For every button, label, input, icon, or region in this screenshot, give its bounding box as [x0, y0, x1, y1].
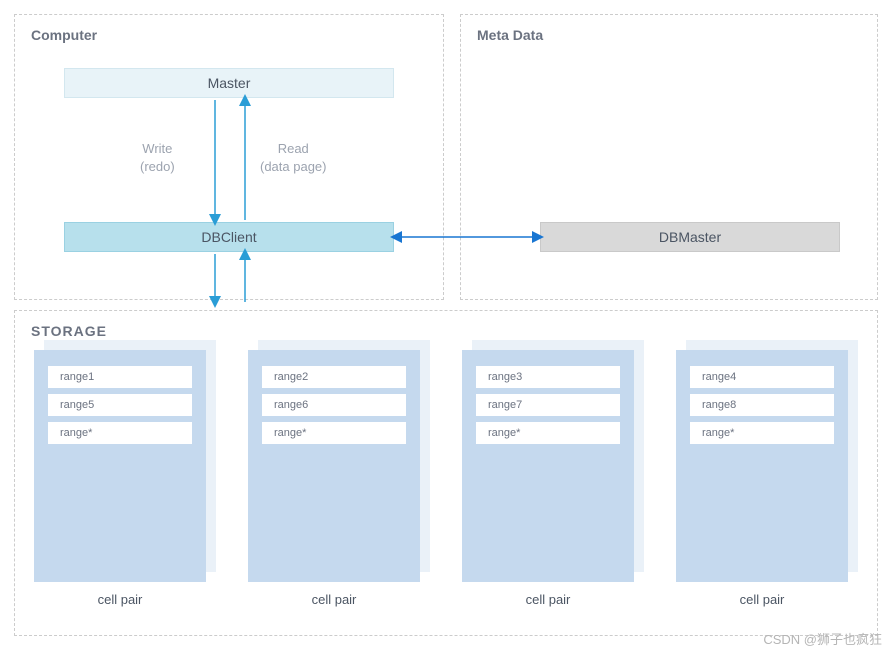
- computer-panel: Computer: [14, 14, 444, 300]
- cell-pair-label: cell pair: [248, 592, 420, 607]
- range-row: range*: [690, 422, 834, 444]
- range-row: range*: [476, 422, 620, 444]
- dbclient-node: DBClient: [64, 222, 394, 252]
- cell-pair-label: cell pair: [676, 592, 848, 607]
- dbmaster-label: DBMaster: [659, 229, 721, 245]
- cell-pair-label: cell pair: [462, 592, 634, 607]
- storage-title: STORAGE: [31, 323, 107, 339]
- range-row: range6: [262, 394, 406, 416]
- range-row: range5: [48, 394, 192, 416]
- range-row: range1: [48, 366, 192, 388]
- read-arrow-label: Read (data page): [260, 140, 327, 176]
- range-row: range*: [48, 422, 192, 444]
- write-line1: Write: [142, 141, 172, 156]
- write-line2: (redo): [140, 159, 175, 174]
- master-label: Master: [208, 75, 251, 91]
- watermark-text: CSDN @狮子也疯狂: [763, 629, 882, 648]
- range-row: range4: [690, 366, 834, 388]
- dbclient-label: DBClient: [201, 229, 256, 245]
- read-line1: Read: [278, 141, 309, 156]
- range-row: range8: [690, 394, 834, 416]
- computer-title: Computer: [31, 27, 97, 43]
- dbmaster-node: DBMaster: [540, 222, 840, 252]
- meta-panel: Meta Data: [460, 14, 878, 300]
- write-arrow-label: Write (redo): [140, 140, 175, 176]
- range-row: range3: [476, 366, 620, 388]
- meta-title: Meta Data: [477, 27, 543, 43]
- read-line2: (data page): [260, 159, 327, 174]
- cell-pair-label: cell pair: [34, 592, 206, 607]
- range-row: range7: [476, 394, 620, 416]
- range-row: range*: [262, 422, 406, 444]
- master-node: Master: [64, 68, 394, 98]
- range-row: range2: [262, 366, 406, 388]
